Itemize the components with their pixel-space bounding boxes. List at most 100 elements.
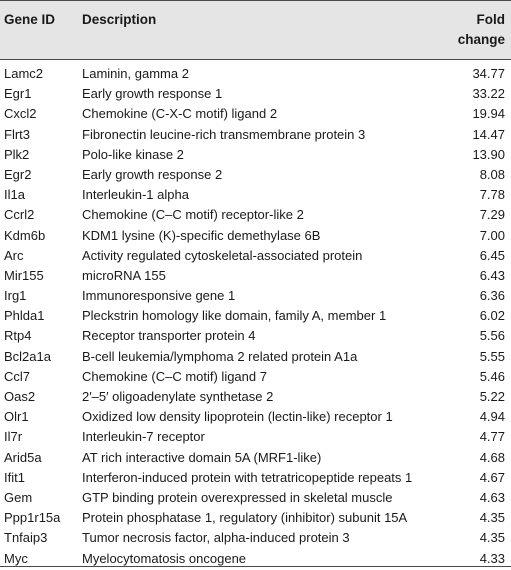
fold-header-line1: Fold bbox=[476, 12, 506, 27]
description-cell: Interferon-induced protein with tetratri… bbox=[82, 469, 413, 485]
description-cell: B-cell leukemia/lymphoma 2 related prote… bbox=[82, 348, 358, 364]
table-row: Il1a Interleukin-1 alpha 7.78 bbox=[0, 185, 511, 205]
fold-change-cell: 4.77 bbox=[479, 429, 505, 445]
gene-id-cell: Lamc2 bbox=[4, 66, 44, 81]
gene-id-cell: Gem bbox=[4, 489, 33, 505]
gene-id-cell: Tnfaip3 bbox=[4, 530, 48, 546]
gene-id-cell: Egr2 bbox=[4, 166, 32, 182]
fold-change-cell: 6.36 bbox=[479, 288, 505, 304]
gene-id-cell: Cxcl2 bbox=[4, 106, 37, 122]
fold-change-cell: 4.94 bbox=[479, 409, 505, 425]
gene-id-cell: Mir155 bbox=[4, 267, 44, 283]
table-row: Lamc2 Laminin, gamma 2 34.77 bbox=[0, 64, 511, 84]
gene-id-cell: Flrt3 bbox=[4, 126, 30, 142]
description-cell: Pleckstrin homology like domain, family … bbox=[82, 308, 387, 324]
fold-change-cell: 8.08 bbox=[479, 166, 505, 182]
table-row: Plk2 Polo-like kinase 2 13.90 bbox=[0, 145, 511, 165]
description-cell: AT rich interactive domain 5A (MRF1-like… bbox=[82, 449, 322, 465]
gene-id-cell: Plk2 bbox=[4, 146, 30, 162]
gene-id-cell: Phlda1 bbox=[4, 308, 45, 324]
fold-change-cell: 5.22 bbox=[479, 389, 505, 404]
description-cell: Interleukin-1 alpha bbox=[82, 187, 189, 203]
description-cell: Interleukin-7 receptor bbox=[82, 429, 205, 445]
fold-change-cell: 7.00 bbox=[479, 227, 505, 243]
description-cell: Chemokine (C–C motif) receptor-like 2 bbox=[82, 207, 304, 223]
fold-change-cell: 33.22 bbox=[472, 86, 505, 102]
description-cell: Activity regulated cytoskeletal-associat… bbox=[82, 247, 363, 263]
fold-change-cell: 5.46 bbox=[479, 368, 505, 384]
fold-change-cell: 34.77 bbox=[472, 66, 505, 81]
gene-id-cell: Bcl2a1a bbox=[4, 348, 51, 364]
header-top-rule bbox=[0, 0, 511, 1]
description-cell: GTP binding protein overexpressed in ske… bbox=[82, 489, 393, 505]
gene-id-cell: Ppp1r15a bbox=[4, 510, 61, 526]
column-header-gene-id: Gene ID bbox=[4, 12, 56, 27]
description-cell: Tumor necrosis factor, alpha-induced pro… bbox=[82, 530, 350, 546]
gene-id-cell: Il1a bbox=[4, 187, 25, 203]
table-row: Myc Myelocytomatosis oncogene 4.33 bbox=[0, 549, 511, 569]
gene-id-cell: Irg1 bbox=[4, 288, 27, 304]
gene-id-cell: Rtp4 bbox=[4, 328, 32, 344]
description-cell: Oxidized low density lipoprotein (lectin… bbox=[82, 409, 393, 425]
table-row: Ccl7 Chemokine (C–C motif) ligand 7 5.46 bbox=[0, 367, 511, 387]
table-row: Mir155 microRNA 155 6.43 bbox=[0, 266, 511, 286]
header-bottom-rule bbox=[0, 59, 511, 60]
gene-id-cell: Kdm6b bbox=[4, 227, 46, 243]
gene-id-cell: Oas2 bbox=[4, 389, 36, 404]
fold-change-cell: 6.45 bbox=[479, 247, 505, 263]
fold-change-cell: 4.35 bbox=[479, 530, 505, 546]
table-row: Ppp1r15a Protein phosphatase 1, regulator… bbox=[0, 508, 511, 528]
fold-change-cell: 7.29 bbox=[479, 207, 505, 223]
fold-change-cell: 6.43 bbox=[479, 267, 505, 283]
fold-change-cell: 6.02 bbox=[479, 308, 505, 324]
column-header-description: Description bbox=[82, 12, 157, 27]
description-cell: Early growth response 1 bbox=[82, 86, 223, 102]
fold-header-line2: change bbox=[457, 32, 505, 47]
table-row: Il7r Interleukin-7 receptor 4.77 bbox=[0, 427, 511, 447]
table-row: Egr1 Early growth response 1 33.22 bbox=[0, 84, 511, 104]
description-cell: Polo-like kinase 2 bbox=[82, 146, 184, 162]
gene-id-cell: Arid5a bbox=[4, 449, 42, 465]
fold-change-cell: 7.78 bbox=[479, 187, 505, 203]
description-cell: Receptor transporter protein 4 bbox=[82, 328, 256, 344]
table-row: Olr1 Oxidized low density lipoprotein (le… bbox=[0, 407, 511, 427]
description-cell: Early growth response 2 bbox=[82, 166, 223, 182]
description-cell: Immunoresponsive gene 1 bbox=[82, 288, 236, 304]
gene-id-cell: Ccrl2 bbox=[4, 207, 35, 223]
table-row: Flrt3 Fibronectin leucine-rich transmembr… bbox=[0, 125, 511, 145]
table-row: Oas2 2′–5′ oligoadenylate synthetase 2 5.2… bbox=[0, 387, 511, 407]
column-header-fold-change: Fold change bbox=[435, 10, 505, 50]
description-cell: Myelocytomatosis oncogene bbox=[82, 550, 247, 566]
table-row: Cxcl2 Chemokine (C-X-C motif) ligand 2 19.… bbox=[0, 104, 511, 124]
table-body: Lamc2 Laminin, gamma 2 34.77 Egr1 Early grow… bbox=[0, 64, 511, 569]
table-row: Ifit1 Interferon-induced protein with tet… bbox=[0, 468, 511, 488]
table-row: Kdm6b KDM1 lysine (K)-specific demethylas… bbox=[0, 226, 511, 246]
description-cell: 2′–5′ oligoadenylate synthetase 2 bbox=[82, 389, 274, 404]
table-bottom-rule bbox=[0, 566, 511, 567]
fold-change-cell: 14.47 bbox=[472, 126, 505, 142]
table-header-band bbox=[0, 0, 511, 60]
description-cell: Chemokine (C-X-C motif) ligand 2 bbox=[82, 106, 278, 122]
table-row: Tnfaip3 Tumor necrosis factor, alpha-indu… bbox=[0, 528, 511, 548]
fold-change-cell: 4.68 bbox=[479, 449, 505, 465]
table-row: Ccrl2 Chemokine (C–C motif) receptor-like… bbox=[0, 205, 511, 225]
description-cell: Laminin, gamma 2 bbox=[82, 66, 189, 81]
description-cell: microRNA 155 bbox=[82, 267, 166, 283]
fold-change-cell: 13.90 bbox=[472, 146, 505, 162]
gene-id-cell: Il7r bbox=[4, 429, 23, 445]
fold-change-cell: 4.35 bbox=[479, 510, 505, 526]
fold-change-cell: 19.94 bbox=[472, 106, 505, 122]
table-row: Arc Activity regulated cytoskeletal-assoc… bbox=[0, 246, 511, 266]
gene-id-cell: Ifit1 bbox=[4, 469, 25, 485]
table-row: Gem GTP binding protein overexpressed in … bbox=[0, 488, 511, 508]
gene-id-cell: Egr1 bbox=[4, 86, 32, 102]
gene-id-cell: Myc bbox=[4, 550, 28, 566]
fold-change-cell: 4.63 bbox=[479, 489, 505, 505]
gene-id-cell: Arc bbox=[4, 247, 24, 263]
description-cell: Chemokine (C–C motif) ligand 7 bbox=[82, 368, 267, 384]
fold-change-cell: 4.33 bbox=[479, 550, 505, 566]
description-cell: Fibronectin leucine-rich transmembrane p… bbox=[82, 126, 366, 142]
table-row: Bcl2a1a B-cell leukemia/lymphoma 2 relate… bbox=[0, 347, 511, 367]
table-row: Phlda1 Pleckstrin homology like domain, f… bbox=[0, 306, 511, 326]
